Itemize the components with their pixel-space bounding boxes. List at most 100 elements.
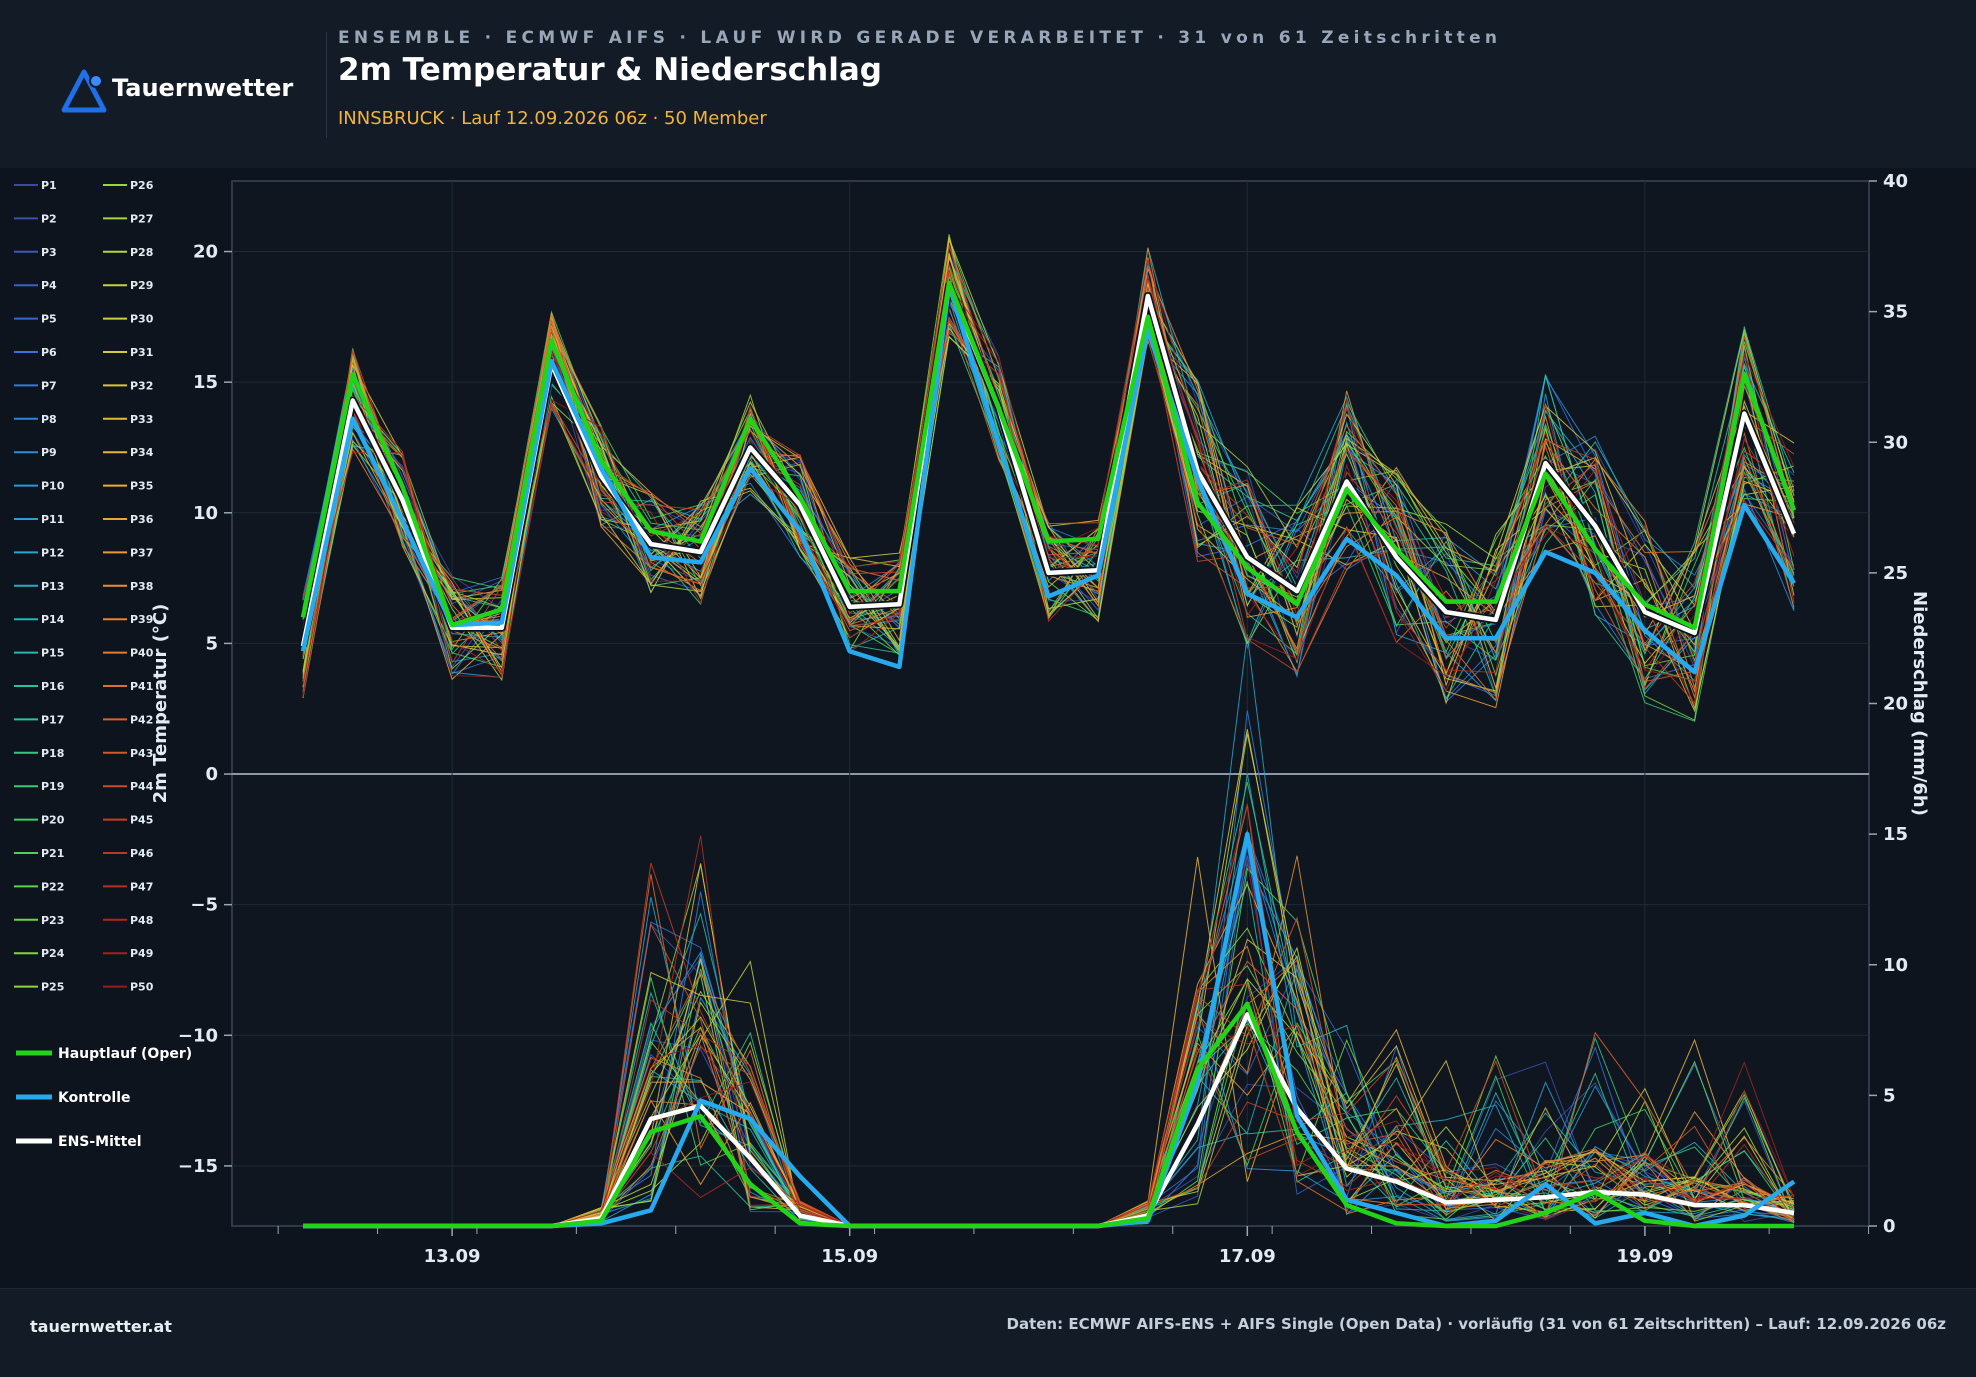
y-right-tick-label: 30 xyxy=(1883,432,1908,453)
footer-site[interactable]: tauernwetter.at xyxy=(30,1317,172,1336)
member-temperature-line-P34 xyxy=(302,267,1795,675)
legend-label-P31: P31 xyxy=(130,346,153,359)
y-right-axis-label: Niederschlag (mm/6h) xyxy=(1909,591,1930,816)
legend-label-P49: P49 xyxy=(130,947,153,960)
legend-label-P37: P37 xyxy=(130,546,153,559)
legend-label-P29: P29 xyxy=(130,279,153,292)
y-right-tick-label: 10 xyxy=(1883,955,1908,976)
y-right-tick-label: 0 xyxy=(1883,1216,1896,1237)
legend-label-P39: P39 xyxy=(130,613,153,626)
header: Tauernwetter ENSEMBLE · ECMWF AIFS · LAU… xyxy=(0,0,1976,168)
legend-label-P21: P21 xyxy=(41,847,64,860)
legend-label-P33: P33 xyxy=(130,413,153,426)
chart-subtitle: INNSBRUCK · Lauf 12.09.2026 06z · 50 Mem… xyxy=(338,108,767,129)
legend-label-P45: P45 xyxy=(130,814,153,827)
legend-label-P19: P19 xyxy=(41,780,64,793)
legend-label-P12: P12 xyxy=(41,546,64,559)
oper-temperature-line xyxy=(300,280,1797,630)
legend-label-P34: P34 xyxy=(130,446,154,459)
legend-label-P8: P8 xyxy=(41,413,57,426)
legend-label-P32: P32 xyxy=(130,379,153,392)
y-left-tick-label: 20 xyxy=(193,242,218,263)
legend-label-series: Hauptlauf (Oper) xyxy=(58,1046,192,1062)
control-temperature-line xyxy=(300,283,1796,675)
legend-label-P43: P43 xyxy=(130,747,153,760)
legend-label-P4: P4 xyxy=(41,279,57,292)
run-status-kicker: ENSEMBLE · ECMWF AIFS · LAUF WIRD GERADE… xyxy=(338,28,1502,48)
legend-label-P15: P15 xyxy=(41,647,64,660)
y-right-tick-label: 40 xyxy=(1883,171,1908,192)
y-left-tick-label: 5 xyxy=(205,633,218,654)
logo[interactable]: Tauernwetter xyxy=(60,66,310,116)
legend-label-P5: P5 xyxy=(41,313,57,326)
y-left-tick-label: −5 xyxy=(190,895,218,916)
legend-label-P40: P40 xyxy=(130,647,154,660)
legend-label-series: ENS-Mittel xyxy=(58,1134,142,1150)
legend-label-P42: P42 xyxy=(130,713,153,726)
legend-label-P14: P14 xyxy=(41,613,65,626)
legend-label-P38: P38 xyxy=(130,580,153,593)
y-right-tick-label: 15 xyxy=(1883,824,1908,845)
legend-label-P48: P48 xyxy=(130,914,153,927)
plot-area xyxy=(231,180,1870,1227)
footer-source: Daten: ECMWF AIFS-ENS + AIFS Single (Ope… xyxy=(1006,1315,1947,1333)
legend-label-P24: P24 xyxy=(41,947,65,960)
legend-label-P6: P6 xyxy=(41,346,57,359)
legend-label-P3: P3 xyxy=(41,246,57,259)
legend-label-P11: P11 xyxy=(41,513,64,526)
legend-label-P27: P27 xyxy=(130,212,153,225)
x-tick-label: 13.09 xyxy=(424,1246,481,1267)
legend-label-P26: P26 xyxy=(130,179,154,192)
member-temperature-line-P50 xyxy=(302,259,1795,698)
y-right-tick-label: 35 xyxy=(1883,302,1908,323)
legend-label-P30: P30 xyxy=(130,313,154,326)
y-right-tick-label: 25 xyxy=(1883,563,1908,584)
member-temperature-line-P45 xyxy=(302,313,1795,705)
logo-text: Tauernwetter xyxy=(112,74,294,102)
legend-label-P50: P50 xyxy=(130,981,154,994)
x-tick-label: 19.09 xyxy=(1616,1246,1673,1267)
chart-title: 2m Temperatur & Niederschlag xyxy=(338,52,882,88)
x-tick-label: 17.09 xyxy=(1219,1246,1276,1267)
legend-label-P20: P20 xyxy=(41,814,65,827)
legend-label-P41: P41 xyxy=(130,680,153,693)
member-temperature-line-P47 xyxy=(302,289,1795,677)
legend-label-P46: P46 xyxy=(130,847,154,860)
legend-label-P36: P36 xyxy=(130,513,154,526)
legend-label-P44: P44 xyxy=(130,780,154,793)
member-temperature-line-P42 xyxy=(302,257,1795,683)
legend-label-P47: P47 xyxy=(130,880,153,893)
legend-label-P7: P7 xyxy=(41,379,57,392)
legend-label-P17: P17 xyxy=(41,713,64,726)
legend-label-P18: P18 xyxy=(41,747,64,760)
legend-label-P9: P9 xyxy=(41,446,57,459)
y-left-tick-label: 0 xyxy=(205,764,218,785)
legend: P1 P2 P3 P4 P5 P6 P7 P8 P9 P10 P11 P12 P13 P14 P15 P16 P… xyxy=(14,179,192,1150)
header-divider xyxy=(326,32,327,138)
y-left-axis-label: 2m Temperatur (°C) xyxy=(150,604,171,804)
legend-label-series: Kontrolle xyxy=(58,1090,131,1106)
legend-label-P10: P10 xyxy=(41,480,65,493)
member-temperature-line-P23 xyxy=(302,274,1795,678)
legend-label-P25: P25 xyxy=(41,981,64,994)
legend-label-P23: P23 xyxy=(41,914,64,927)
legend-label-P1: P1 xyxy=(41,179,57,192)
legend-label-P13: P13 xyxy=(41,580,64,593)
y-right-tick-label: 20 xyxy=(1883,694,1908,715)
ensemble-chart: −15 −10 −5 0 5 10 15 20 0 5 10 15 20 25 30 35 40 13.09 15.… xyxy=(14,171,1930,1267)
legend-label-P16: P16 xyxy=(41,680,65,693)
legend-label-P22: P22 xyxy=(41,880,64,893)
y-left-tick-label: −15 xyxy=(178,1156,218,1177)
member-temperature-line-P49 xyxy=(302,263,1795,692)
y-left-tick-label: −10 xyxy=(178,1025,218,1046)
y-left-tick-label: 10 xyxy=(193,503,218,524)
footer: tauernwetter.at Daten: ECMWF AIFS-ENS + … xyxy=(0,1288,1976,1377)
y-left-tick-label: 15 xyxy=(193,372,218,393)
mountain-logo-icon xyxy=(61,69,107,113)
x-tick-label: 15.09 xyxy=(821,1246,878,1267)
legend-label-P2: P2 xyxy=(41,212,57,225)
y-right-tick-label: 5 xyxy=(1883,1085,1896,1106)
oper-precipitation-line xyxy=(303,1001,1794,1229)
legend-label-P28: P28 xyxy=(130,246,153,259)
legend-label-P35: P35 xyxy=(130,480,153,493)
